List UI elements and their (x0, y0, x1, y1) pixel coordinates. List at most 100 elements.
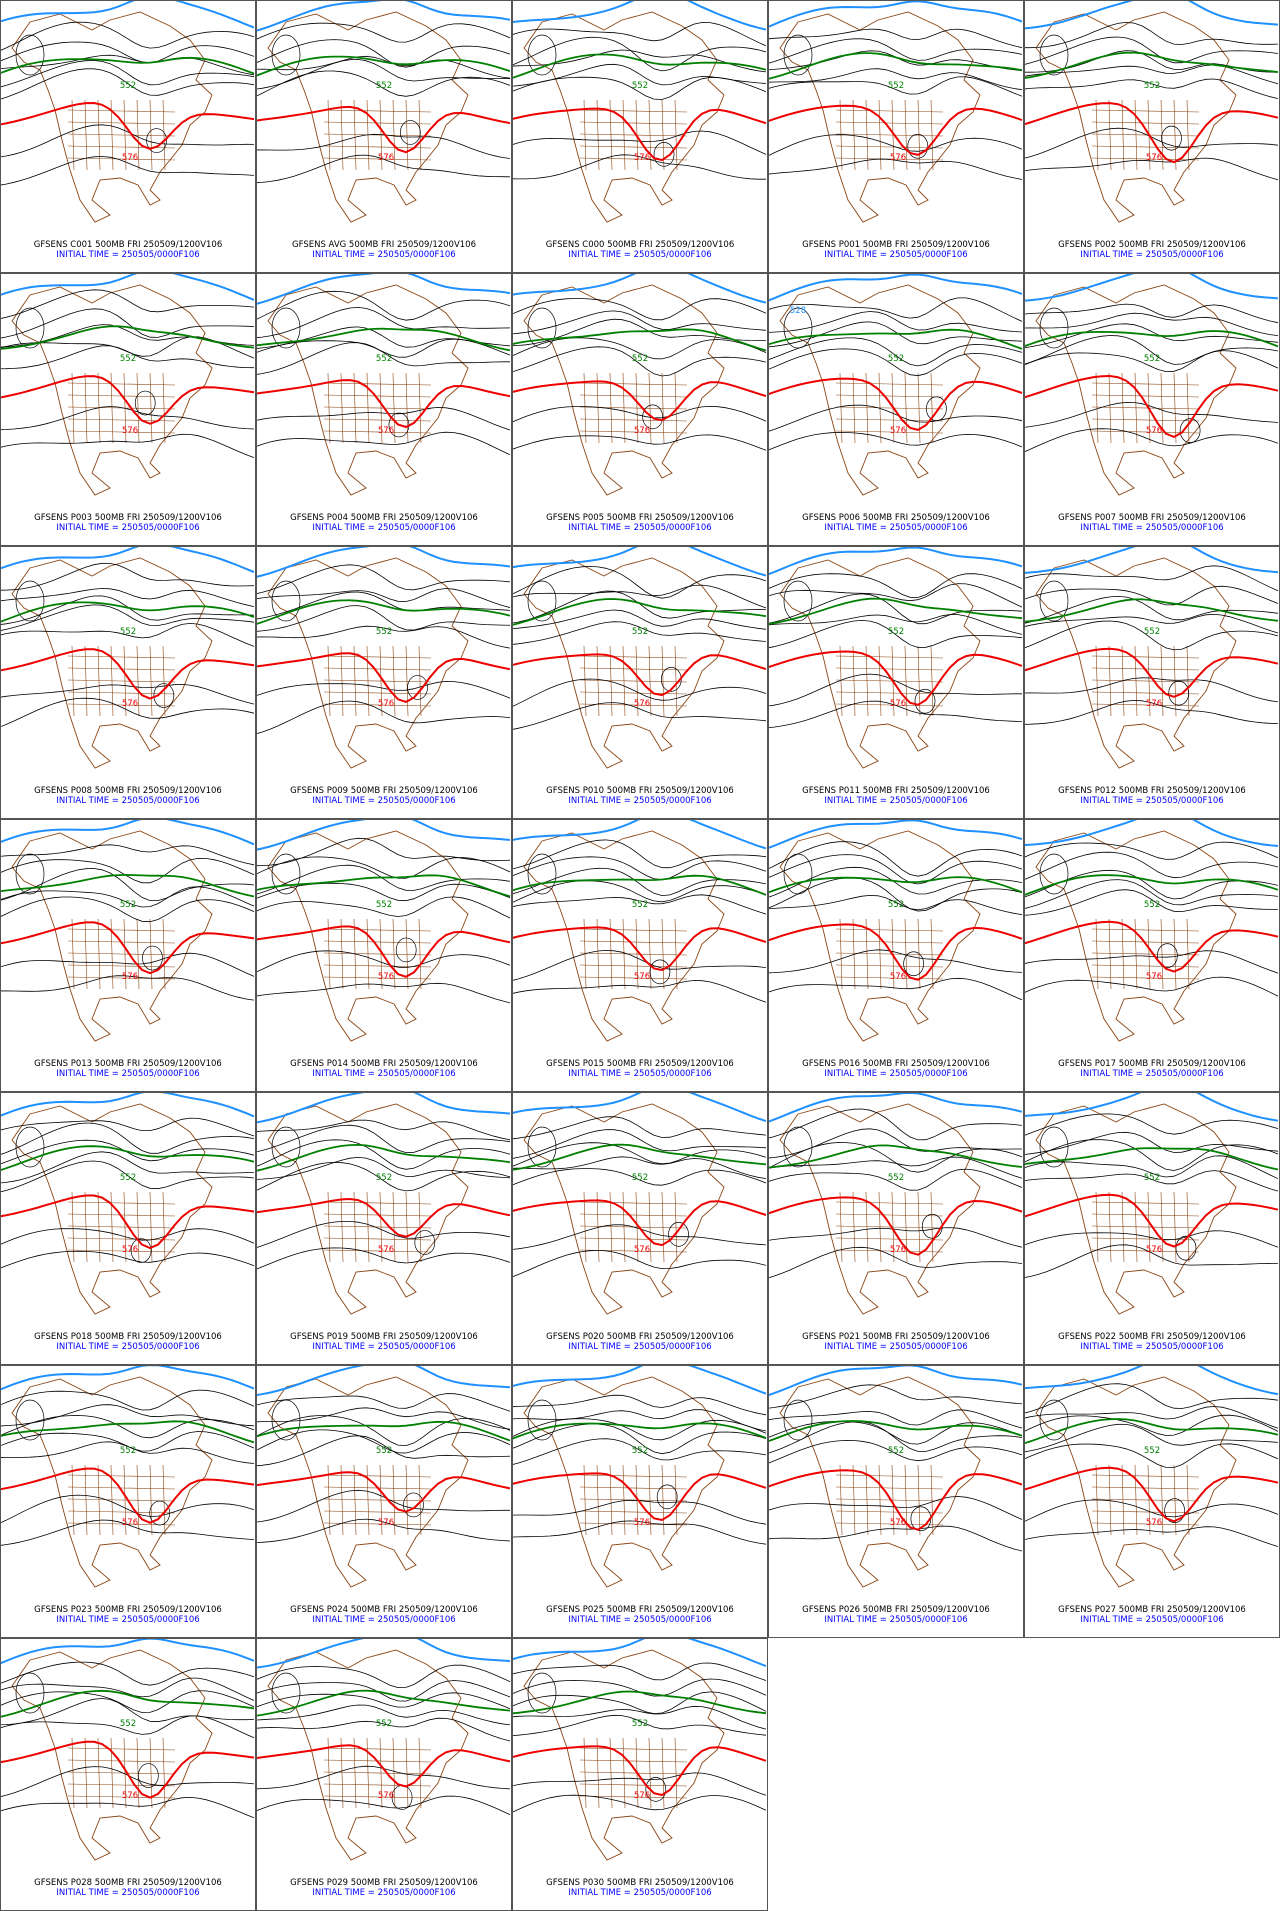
state-line (878, 1191, 882, 1263)
height-contour (769, 1525, 1023, 1552)
height-contour (257, 306, 511, 338)
state-line (1091, 382, 1200, 386)
state-line (852, 1464, 856, 1536)
state-line (71, 1737, 75, 1809)
blue-contour (1025, 1, 1279, 30)
state-line (891, 1191, 895, 1263)
green-contour (257, 599, 511, 625)
low-contour (1039, 1126, 1069, 1168)
height-contour (257, 342, 510, 375)
panel-frame (0, 546, 256, 819)
panel-title: GFSENS P012 500MB FRI 250509/1200V106 (1058, 786, 1246, 796)
state-line (878, 1464, 882, 1536)
height-contour (513, 1394, 767, 1416)
contour-label: 576 (634, 426, 650, 436)
height-contour (1025, 1383, 1279, 1414)
map-panel: 552 576 GFSENS P005 500MB FRI 250509/1200V… (512, 273, 768, 546)
state-line (835, 1249, 944, 1253)
state-line (71, 645, 75, 717)
height-contour (1025, 157, 1279, 181)
height-contour (513, 1156, 767, 1179)
contour-label: 576 (122, 426, 138, 436)
panel-title: GFSENS P007 500MB FRI 250509/1200V106 (1058, 513, 1246, 523)
low-contour (1157, 943, 1178, 968)
state-line (323, 1474, 432, 1478)
red-contour (513, 653, 767, 697)
state-line (674, 1191, 678, 1263)
state-line (674, 372, 678, 444)
green-contour (513, 874, 767, 896)
blue-contour (513, 1, 767, 31)
height-contour (1, 1690, 255, 1713)
state-line (917, 1464, 921, 1536)
contour-label: 576 (378, 699, 394, 709)
state-line (609, 1191, 613, 1263)
map-area (257, 1093, 511, 1315)
height-contour (1025, 879, 1279, 909)
red-contour (1, 1194, 255, 1250)
state-line (149, 1464, 153, 1536)
state-line (835, 964, 944, 968)
state-line (1091, 1249, 1200, 1253)
low-contour (407, 675, 428, 700)
height-contour (257, 605, 511, 632)
state-line (149, 99, 153, 171)
state-line (878, 99, 882, 171)
height-contour (769, 404, 1023, 432)
panel-title: GFSENS P002 500MB FRI 250509/1200V106 (1058, 240, 1246, 250)
contour-label: 552 (888, 900, 904, 910)
state-line (1095, 1191, 1099, 1263)
height-contour (769, 28, 1023, 49)
state-line (1095, 918, 1099, 990)
low-contour (271, 1399, 301, 1441)
panel-title: GFSENS P025 500MB FRI 250509/1200V106 (546, 1605, 734, 1615)
low-contour (527, 1126, 557, 1168)
map-panel: 552 576 GFSENS P024 500MB FRI 250509/1200V… (256, 1365, 512, 1638)
map-panel: 552 576 GFSENS AVG 500MB FRI 250509/1200V1… (256, 0, 512, 273)
map-area (513, 1093, 767, 1315)
height-contour (769, 700, 1023, 729)
height-contour (769, 977, 1023, 1001)
blue-contour (513, 547, 767, 577)
state-line (405, 1464, 409, 1536)
state-line (71, 99, 75, 171)
state-line (1091, 1522, 1200, 1526)
map-area (1025, 1366, 1279, 1588)
blue-contour (769, 1366, 1023, 1396)
low-contour (15, 853, 45, 895)
state-line (323, 1201, 432, 1205)
panel-frame (768, 819, 1024, 1092)
state-line (835, 691, 944, 695)
red-contour (1, 1740, 255, 1799)
blue-contour (257, 1366, 511, 1396)
blue-contour (1025, 274, 1279, 302)
panel-init-time: INITIAL TIME = 250505/0000F106 (824, 1069, 967, 1079)
green-contour (769, 597, 1023, 625)
height-contour (1, 588, 255, 607)
coastline (779, 284, 981, 496)
red-contour (1025, 1193, 1279, 1248)
height-contour (769, 134, 1023, 156)
state-line (149, 1191, 153, 1263)
state-line (1173, 1464, 1177, 1536)
low-contour (907, 133, 929, 159)
height-contour (769, 673, 1022, 707)
map-area (513, 820, 767, 1042)
contour-label: 576 (378, 1245, 394, 1255)
contour-label: 576 (122, 972, 138, 982)
contour-label: 552 (1144, 900, 1160, 910)
state-line (596, 1464, 600, 1536)
contour-label: 552 (1144, 1173, 1160, 1183)
state-line (635, 1191, 639, 1263)
height-contour (1, 1715, 255, 1739)
low-contour (137, 1763, 159, 1788)
height-contour (1025, 1155, 1279, 1180)
contour-label: 576 (1146, 1245, 1162, 1255)
blue-contour (769, 1, 1023, 28)
blue-contour (257, 274, 511, 305)
coastline (523, 1103, 725, 1315)
state-line (162, 1737, 166, 1809)
coastline (779, 557, 981, 769)
red-contour (513, 1745, 767, 1797)
panel-title: GFSENS P004 500MB FRI 250509/1200V106 (290, 513, 478, 523)
